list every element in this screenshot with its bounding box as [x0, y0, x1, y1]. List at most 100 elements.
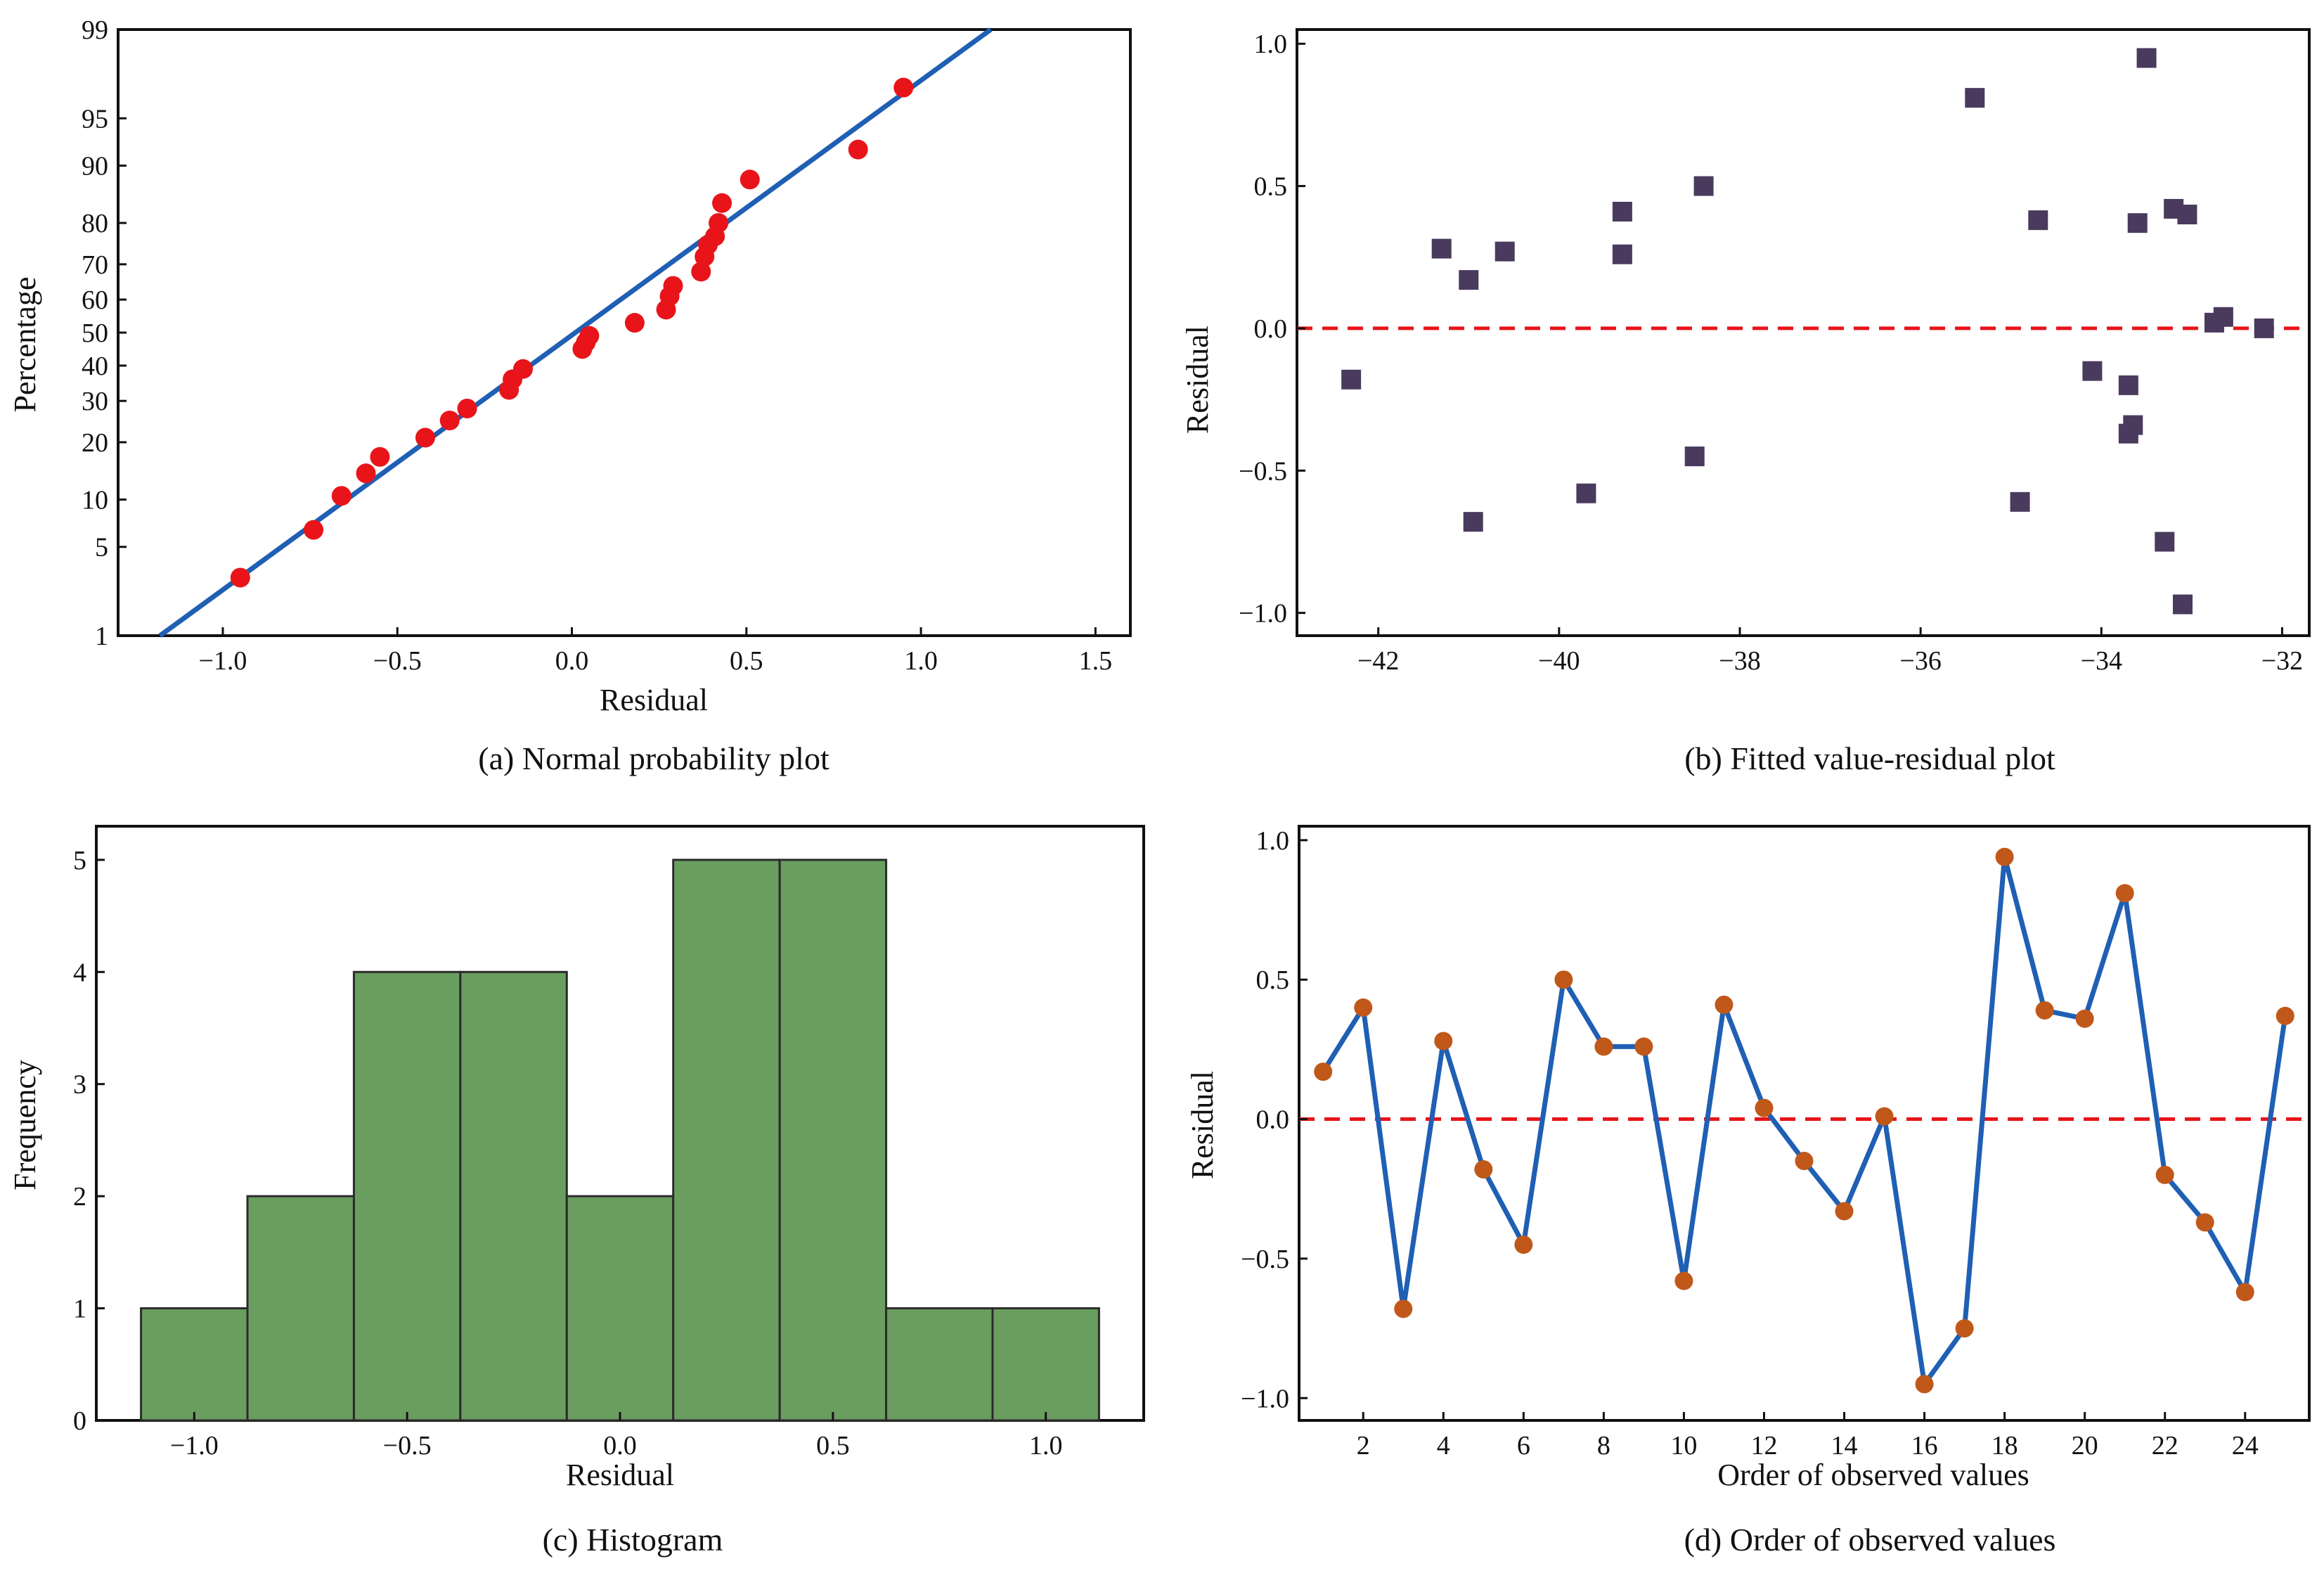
x-axis-label: Residual	[600, 683, 708, 717]
data-point	[2173, 594, 2193, 615]
x-tick-label: −0.5	[373, 646, 422, 676]
x-tick-label: 14	[1831, 1431, 1858, 1460]
x-tick-label: 12	[1750, 1431, 1777, 1460]
data-point	[1314, 1062, 1333, 1081]
y-tick-label: 50	[82, 319, 108, 348]
data-point	[1634, 1037, 1653, 1056]
data-point	[304, 520, 324, 540]
data-point	[1684, 447, 1705, 467]
y-tick-label: 2	[73, 1182, 86, 1212]
histogram-bar	[991, 1307, 1100, 1422]
data-point	[2254, 318, 2274, 338]
y-tick-label: 70	[82, 250, 108, 280]
data-point	[1715, 995, 1734, 1014]
x-tick-label: 1.0	[904, 646, 938, 676]
x-tick-label: 18	[1991, 1431, 2018, 1460]
data-point	[1755, 1098, 1774, 1117]
data-point	[1915, 1375, 1934, 1394]
y-axis-label: Residual	[1180, 326, 1215, 434]
x-tick-label: 0.0	[603, 1431, 637, 1460]
y-tick-label: 10	[82, 485, 108, 515]
histogram-bar	[778, 859, 888, 1422]
x-tick-label: 24	[2232, 1431, 2259, 1460]
data-point	[2275, 1006, 2294, 1025]
y-axis-label: Percentage	[8, 277, 42, 413]
data-point	[624, 313, 645, 333]
data-point	[1795, 1152, 1814, 1171]
panel-caption: (d) Order of observed values	[1684, 1522, 2056, 1558]
x-tick-label: −42	[1357, 646, 1399, 676]
data-point	[439, 410, 460, 430]
y-tick-label: 0.0	[1256, 1105, 1290, 1135]
histogram-bar	[672, 859, 781, 1422]
histogram-bar	[885, 1307, 994, 1422]
y-tick-label: 5	[95, 533, 108, 563]
histogram-bar	[459, 970, 568, 1422]
y-tick-label: 1.0	[1256, 826, 1290, 856]
y-tick-label: 99	[82, 15, 108, 45]
data-point	[663, 276, 683, 296]
data-point	[1965, 88, 1985, 108]
panel-caption: (c) Histogram	[543, 1522, 723, 1558]
panel-caption: (b) Fitted value-residual plot	[1684, 740, 2055, 776]
y-tick-label: 1	[95, 622, 108, 651]
data-point	[2082, 361, 2103, 381]
x-tick-label: 20	[2072, 1431, 2098, 1460]
panel-order-of-observed-values: 2 4 6 8 10 12 14 16 18 20 22 24−1.0−0.50.00.51.0(d)…	[1185, 825, 2311, 1558]
panel-caption: (a) Normal probability plot	[478, 740, 829, 776]
data-point	[356, 463, 376, 484]
data-point	[2035, 1001, 2054, 1020]
x-tick-label: 22	[2152, 1431, 2178, 1460]
data-point	[2213, 307, 2233, 327]
data-point	[1463, 512, 1483, 532]
x-tick-label: 0.5	[816, 1431, 850, 1460]
data-point	[2195, 1213, 2214, 1232]
data-point	[2075, 1009, 2094, 1028]
data-point	[457, 398, 477, 418]
data-point	[2235, 1283, 2254, 1302]
data-point	[1495, 241, 1515, 262]
x-tick-label: 4	[1437, 1431, 1450, 1460]
y-tick-label: −0.5	[1239, 456, 1287, 486]
y-tick-label: 0	[73, 1406, 86, 1436]
plot-area-frame	[1296, 28, 2311, 637]
x-axis-label: Residual	[566, 1458, 674, 1492]
y-tick-label: 90	[82, 152, 108, 181]
y-tick-label: 20	[82, 428, 108, 458]
x-tick-label: −34	[2081, 646, 2122, 676]
y-tick-label: −1.0	[1241, 1384, 1289, 1413]
x-tick-label: 2	[1357, 1431, 1370, 1460]
panel-histogram: −1.0 −0.5 0.0 0.5 1.0 0 1 2 3 4 5 (c) Histogram Resi…	[8, 825, 1145, 1558]
data-point	[712, 193, 732, 213]
data-point	[1576, 483, 1596, 503]
y-axis-label: Frequency	[8, 1060, 42, 1190]
data-point	[2123, 415, 2143, 435]
data-point	[1835, 1202, 1854, 1221]
x-tick-label: 6	[1517, 1431, 1530, 1460]
x-tick-label: 1.5	[1079, 646, 1113, 676]
histogram-bar	[246, 1195, 355, 1422]
data-point	[1995, 847, 2014, 866]
data-point	[2115, 884, 2134, 903]
data-point	[691, 262, 711, 282]
x-tick-label: −1.0	[198, 646, 247, 676]
y-tick-label: −0.5	[1241, 1245, 1289, 1274]
data-point	[1612, 244, 1632, 264]
data-point	[709, 213, 729, 233]
x-tick-label: 0.0	[555, 646, 589, 676]
data-point	[1674, 1271, 1693, 1290]
x-tick-label: 0.5	[730, 646, 763, 676]
data-point	[1594, 1037, 1613, 1056]
x-tick-label: 10	[1670, 1431, 1697, 1460]
data-point	[2155, 532, 2175, 552]
y-tick-label: 0.0	[1254, 314, 1288, 344]
data-point	[331, 486, 351, 506]
x-tick-label: −0.5	[383, 1431, 432, 1460]
data-point	[1354, 998, 1373, 1017]
y-tick-label: 1	[73, 1295, 86, 1324]
data-point	[1474, 1160, 1493, 1179]
y-axis-label: Residual	[1185, 1071, 1220, 1179]
data-point	[1431, 238, 1452, 259]
x-tick-label: −36	[1899, 646, 1941, 676]
y-tick-label: 4	[73, 958, 86, 987]
